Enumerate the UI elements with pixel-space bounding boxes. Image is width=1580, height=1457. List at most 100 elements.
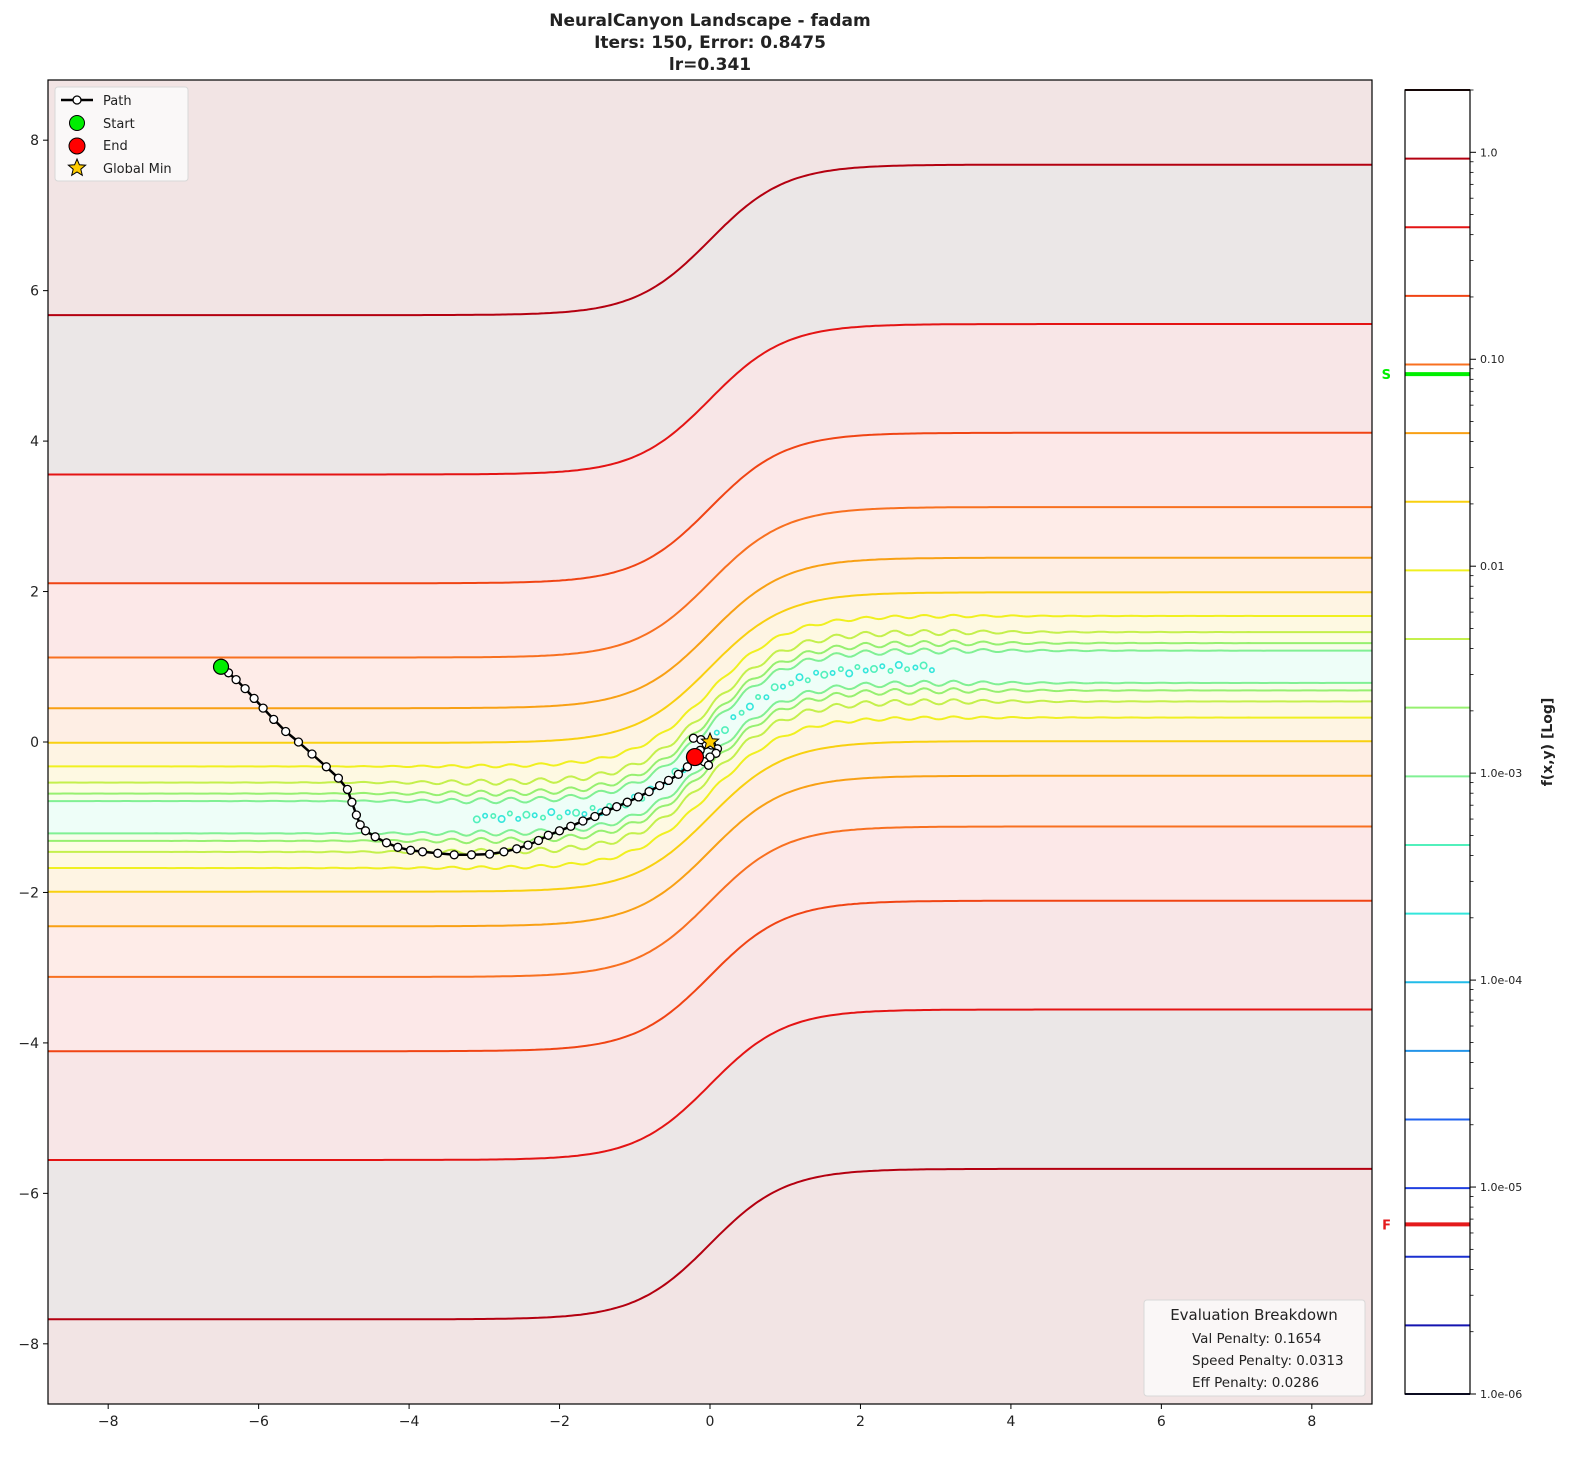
contour-line-level-17-upper	[48, 323, 1372, 476]
path-point	[293, 737, 304, 747]
y-axis: −8 −6 −4 −2 0 2 4 6 8	[18, 133, 48, 1353]
floor-contour-dot	[837, 666, 844, 673]
colorbar-tick-label: 0.01	[1480, 560, 1505, 573]
colorbar: SF 1.00.100.011.0e-031.0e-041.0e-051.0e-…	[1382, 89, 1556, 1401]
x-tick-label: −4	[399, 1414, 420, 1430]
colorbar-markers: SF	[1382, 368, 1470, 1233]
contour-line-level-9-upper	[48, 647, 1372, 805]
floor-contour-dot	[547, 808, 556, 817]
legend-star-icon	[67, 157, 87, 177]
path-point	[307, 749, 317, 759]
path-point	[566, 821, 576, 831]
path-point	[281, 726, 291, 737]
y-tick-label: 6	[30, 284, 39, 300]
legend: Path Start End Global Min	[54, 86, 189, 182]
speed-penalty: Speed Penalty: 0.0313	[1192, 1353, 1344, 1369]
path-point	[355, 820, 365, 830]
floor-contour-dot	[589, 804, 596, 811]
floor-contour-dot	[482, 812, 489, 819]
path-point	[554, 826, 565, 836]
x-tick-label: −8	[98, 1414, 119, 1430]
x-tick-label: 6	[1157, 1414, 1166, 1430]
path-point	[484, 849, 495, 859]
floor-contour-dot	[713, 729, 720, 736]
path-point	[673, 769, 684, 779]
floor-contour-dot	[928, 667, 935, 674]
floor-contour-dot	[531, 812, 538, 819]
title-line-1: NeuralCanyon Landscape - fadam	[549, 11, 870, 31]
path-point	[466, 850, 477, 860]
floor-contour-dot	[779, 683, 786, 690]
path-point	[417, 847, 428, 857]
floor-contour-dot	[581, 810, 588, 817]
contour-line-level-14-lower	[48, 774, 1372, 928]
y-tick-label: −6	[18, 1186, 39, 1202]
colorbar-tick-label: 1.0e-03	[1480, 767, 1522, 780]
floor-contour-dot	[720, 726, 729, 735]
contour-line-level-16-upper	[48, 431, 1372, 585]
legend-label-end: End	[103, 139, 128, 154]
contour-line-level-11-lower	[48, 698, 1372, 856]
contour-line-level-12-lower	[48, 715, 1372, 871]
path-point	[612, 802, 622, 812]
colorbar-marker-label: S	[1382, 368, 1391, 383]
evaluation-box: Evaluation Breakdown Val Penalty: 0.1654…	[1143, 1299, 1366, 1397]
x-tick-label: 4	[1006, 1414, 1015, 1430]
path-point	[703, 760, 714, 770]
evaluation-frame	[1143, 1299, 1366, 1397]
path-point	[342, 784, 353, 795]
path-point	[533, 835, 544, 846]
evaluation-title: Evaluation Breakdown	[1170, 1306, 1338, 1324]
path-point	[360, 826, 371, 836]
floor-contour-dot	[795, 673, 804, 682]
start-marker	[212, 658, 230, 675]
contour-line-level-15-lower	[48, 825, 1372, 978]
path-point	[578, 816, 588, 826]
path-point	[405, 845, 416, 855]
title-line-2: Iters: 150, Error: 0.8475	[594, 33, 826, 53]
path-point	[258, 703, 268, 713]
floor-contour-dot	[887, 667, 894, 674]
floor-contour-dot	[572, 808, 581, 817]
path-point	[351, 810, 362, 820]
floor-contour-dot	[829, 669, 836, 676]
path-point	[499, 847, 509, 857]
floor-contour-dot	[497, 814, 506, 823]
path-point	[370, 832, 380, 842]
legend-end-marker	[68, 137, 86, 155]
end-marker	[685, 747, 705, 767]
legend-start-marker	[69, 115, 85, 131]
floor-contour-dot	[862, 667, 869, 674]
legend-label-path: Path	[103, 94, 132, 109]
colorbar-tick-label: 1.0e-05	[1480, 1181, 1522, 1194]
legend-path-marker	[72, 95, 82, 105]
global-min-star	[700, 731, 720, 751]
floor-contour-dot	[506, 810, 513, 817]
canyon-floor-contours	[472, 660, 935, 824]
path-point	[682, 762, 693, 772]
floor-contour-dot	[919, 661, 928, 670]
contour-line-level-11-upper	[48, 628, 1372, 786]
colorbar-tick-label: 1.0	[1480, 146, 1498, 159]
path-point	[688, 733, 699, 743]
floor-contour-dot	[515, 815, 522, 822]
plot-area: −8 −6 −4 −2 0 2 4 6 8 −8 −6 −4 −2 0 2 4 6 8	[18, 79, 1373, 1430]
floor-contour-dot	[904, 666, 911, 673]
legend-label-start: Start	[103, 117, 135, 132]
contour-line-level-14-upper	[48, 556, 1372, 710]
contour-line-level-10-upper	[48, 639, 1372, 797]
legend-box	[54, 86, 189, 182]
x-tick-label: 2	[856, 1414, 865, 1430]
path-point	[601, 806, 611, 816]
path-point	[523, 840, 533, 850]
contour-line-level-18-lower	[48, 1167, 1372, 1321]
colorbar-tick-label: 1.0e-06	[1480, 1388, 1522, 1401]
chart-title: NeuralCanyon Landscape - fadam Iters: 15…	[549, 11, 870, 75]
x-tick-label: 8	[1307, 1414, 1316, 1430]
floor-contour-dot	[879, 663, 886, 670]
path-point	[333, 773, 344, 783]
floor-contour-dot	[738, 709, 745, 716]
floor-contour-dot	[490, 812, 497, 819]
path-point	[633, 792, 644, 802]
path-point	[512, 844, 522, 854]
